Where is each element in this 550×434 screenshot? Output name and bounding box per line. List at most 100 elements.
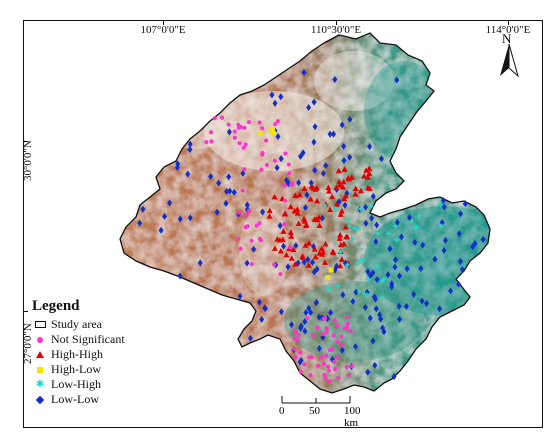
- diamond-point: [304, 191, 310, 199]
- dot-point: [287, 171, 292, 176]
- study-area-outline: [119, 32, 491, 394]
- dot-point: [348, 329, 353, 334]
- diamond-point: [308, 179, 314, 187]
- diamond-point: [208, 172, 214, 180]
- cluster-points: [137, 69, 486, 384]
- dot-point: [324, 330, 329, 335]
- dot-point: [257, 221, 262, 226]
- dot-point: [232, 135, 237, 140]
- diamond-point: [262, 304, 268, 312]
- diamond-point: [369, 214, 375, 222]
- triangle-point: [280, 228, 287, 234]
- diamond-point: [301, 258, 307, 266]
- dot-point: [292, 347, 297, 352]
- triangle-point: [276, 236, 283, 243]
- diamond-point: [298, 152, 304, 160]
- diamond-point: [137, 219, 143, 227]
- dot-point: [322, 372, 327, 377]
- triangle-point: [348, 174, 355, 180]
- dot-point: [342, 326, 347, 331]
- square-point: [328, 267, 334, 273]
- star-point: [325, 286, 332, 293]
- diamond-point: [298, 322, 304, 330]
- dot-point: [332, 359, 337, 364]
- diamond-point: [448, 287, 454, 295]
- diamond-point: [403, 302, 409, 310]
- dot-point: [320, 355, 325, 360]
- diamond-point: [303, 204, 309, 212]
- triangle-point: [271, 193, 278, 200]
- diamond-point: [457, 257, 463, 265]
- star-point: [393, 236, 400, 243]
- diamond-point: [353, 288, 359, 296]
- diamond-point: [370, 192, 376, 200]
- triangle-point: [292, 192, 299, 198]
- dot-point: [275, 119, 280, 124]
- triangle-point: [366, 165, 373, 172]
- dot-point: [242, 167, 247, 172]
- diamond-point: [259, 315, 265, 323]
- triangle-point: [296, 191, 303, 198]
- triangle-point: [322, 259, 329, 265]
- dot-point: [305, 315, 310, 320]
- diamond-point: [269, 91, 275, 99]
- diamond-point: [341, 142, 347, 150]
- diamond-point: [332, 76, 338, 84]
- triangle-point: [305, 262, 312, 268]
- star-point: [379, 293, 386, 300]
- diamond-point: [365, 268, 371, 276]
- dot-point: [302, 362, 307, 367]
- diamond-point: [293, 242, 299, 250]
- triangle-point: [288, 233, 295, 239]
- triangle-point: [300, 254, 307, 260]
- dot-point: [220, 115, 225, 120]
- triangle-point: [311, 246, 318, 252]
- dot-point: [243, 142, 248, 147]
- north-arrow-icon: [500, 43, 519, 78]
- diamond-point: [197, 259, 203, 267]
- legend-label: Study area: [51, 317, 102, 331]
- diamond-point: [226, 128, 232, 136]
- diamond-point: [398, 233, 404, 241]
- diamond-point: [407, 213, 413, 221]
- map-canvas[interactable]: [24, 21, 543, 428]
- latitude-tick-mark-1: [24, 141, 28, 142]
- dot-point: [208, 130, 213, 135]
- triangle-point: [303, 222, 310, 229]
- star-point: [392, 223, 399, 230]
- diamond-point: [396, 302, 402, 310]
- legend-label: High-Low: [51, 362, 101, 376]
- diamond-point: [412, 238, 418, 246]
- diamond-point: [314, 265, 320, 273]
- dot-point: [350, 364, 355, 369]
- diamond-point: [380, 324, 386, 332]
- diamond-point: [223, 199, 229, 207]
- diamond-point: [244, 201, 250, 209]
- dot-point: [237, 210, 242, 215]
- triangle-point: [342, 192, 349, 199]
- star-point: [368, 203, 375, 210]
- diamond-point: [397, 315, 403, 323]
- dot-point: [272, 262, 277, 267]
- diamond-point: [302, 327, 308, 335]
- diamond-point: [367, 314, 373, 322]
- diamond-point: [311, 98, 317, 106]
- diamond-point: [340, 291, 346, 299]
- dot-point: [332, 318, 337, 323]
- diamond-point: [320, 169, 326, 177]
- dot-point: [331, 333, 336, 338]
- diamond-point: [300, 149, 306, 157]
- diamond-point: [303, 308, 309, 316]
- dot-point: [326, 364, 331, 369]
- diamond-point: [363, 203, 369, 211]
- dot-point: [309, 355, 314, 360]
- diamond-point: [274, 164, 280, 172]
- diamond-point: [308, 309, 314, 317]
- diamond-point: [272, 99, 278, 107]
- diamond-point: [437, 305, 443, 313]
- triangle-point: [361, 172, 368, 179]
- diamond-point: [298, 357, 304, 365]
- diamond-point: [177, 272, 183, 280]
- square-point: [325, 275, 331, 281]
- diamond-point: [240, 169, 246, 177]
